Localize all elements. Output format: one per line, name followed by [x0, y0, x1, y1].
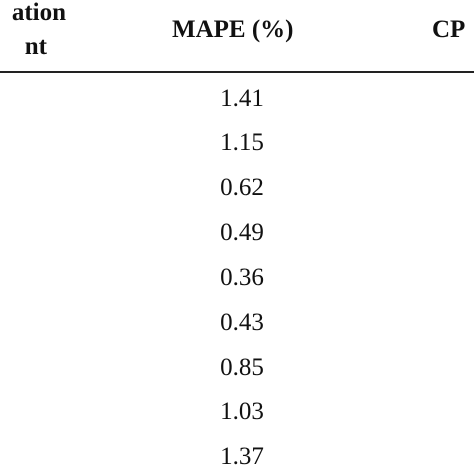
mape-cell: 0.85 [220, 354, 264, 381]
mape-cell: 1.41 [220, 85, 264, 112]
mape-cell: 0.36 [220, 264, 264, 291]
mape-cell: 1.03 [220, 398, 264, 425]
mape-cell: 1.15 [220, 129, 264, 156]
mape-cell: 0.49 [220, 219, 264, 246]
header-col3: CP [432, 16, 466, 43]
mape-cell: 0.62 [220, 174, 264, 201]
mape-cell: 0.43 [220, 309, 264, 336]
table-header: ation nt MAPE (%) CP [0, 0, 474, 72]
mape-cell: 1.37 [220, 443, 264, 470]
header-mape: MAPE (%) [172, 16, 294, 43]
header-col1-line2: nt [24, 33, 47, 60]
header-col1-line1: ation [11, 0, 66, 26]
header-rule [0, 71, 474, 73]
